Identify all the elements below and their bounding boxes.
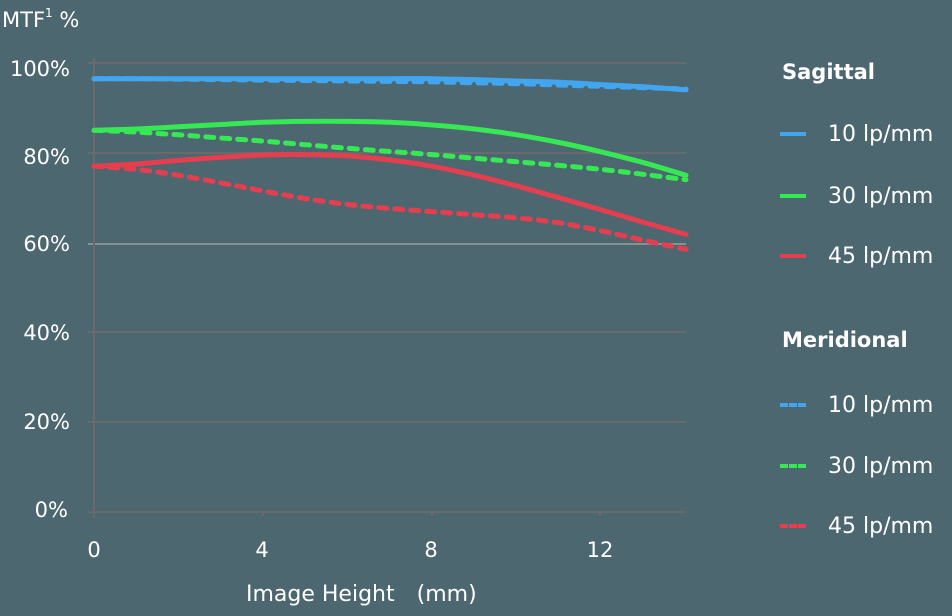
legend-meridional-45: 45 lp/mm [780,513,934,539]
legend-label: 10 lp/mm [828,392,934,418]
legend-label: 45 lp/mm [828,513,934,539]
legend-sagittal-45: 45 lp/mm [780,243,934,269]
legend-sagittal-30: 30 lp/mm [780,183,934,209]
y-tick-0: 0% [34,498,68,522]
solid-line-swatch-icon [780,254,806,258]
x-tick-4: 4 [255,538,269,562]
dashed-line-swatch-icon [780,403,806,407]
y-axis-title-main: MTF [2,8,46,32]
legend-meridional-30: 30 lp/mm [780,453,934,479]
x-tick-12: 12 [586,538,614,562]
legend-label: 10 lp/mm [828,121,934,147]
y-tick-60: 60% [23,232,70,256]
y-tick-40: 40% [23,321,70,345]
grid-lines [88,58,686,518]
series-line-meridional-30 [91,127,689,183]
x-axis-label: Image Height (mm) [246,582,477,607]
legend-sagittal-10: 10 lp/mm [780,121,934,147]
series-line-sagittal-30 [91,118,689,178]
y-axis-title: MTF1 % [2,6,80,32]
series-line-sagittal-45 [91,152,689,237]
solid-line-swatch-icon [780,194,806,198]
series-line-sagittal-10 [91,76,689,93]
x-tick-0: 0 [87,538,101,562]
legend-label: 30 lp/mm [828,183,934,209]
dashed-line-swatch-icon [780,524,806,528]
series-lines [91,76,689,252]
legend-sagittal-title: Sagittal [782,60,875,84]
y-tick-100: 100% [9,57,70,81]
y-tick-80: 80% [23,145,70,169]
x-tick-8: 8 [424,538,438,562]
legend-meridional-title: Meridional [782,328,908,352]
legend-meridional-10: 10 lp/mm [780,392,934,418]
series-line-meridional-45 [91,163,689,252]
y-tick-20: 20% [23,410,70,434]
y-axis-title-footnote: 1 [45,6,53,20]
legend-label: 30 lp/mm [828,453,934,479]
y-axis-title-unit: % [59,8,80,32]
solid-line-swatch-icon [780,132,806,136]
dashed-line-swatch-icon [780,464,806,468]
legend-label: 45 lp/mm [828,243,934,269]
